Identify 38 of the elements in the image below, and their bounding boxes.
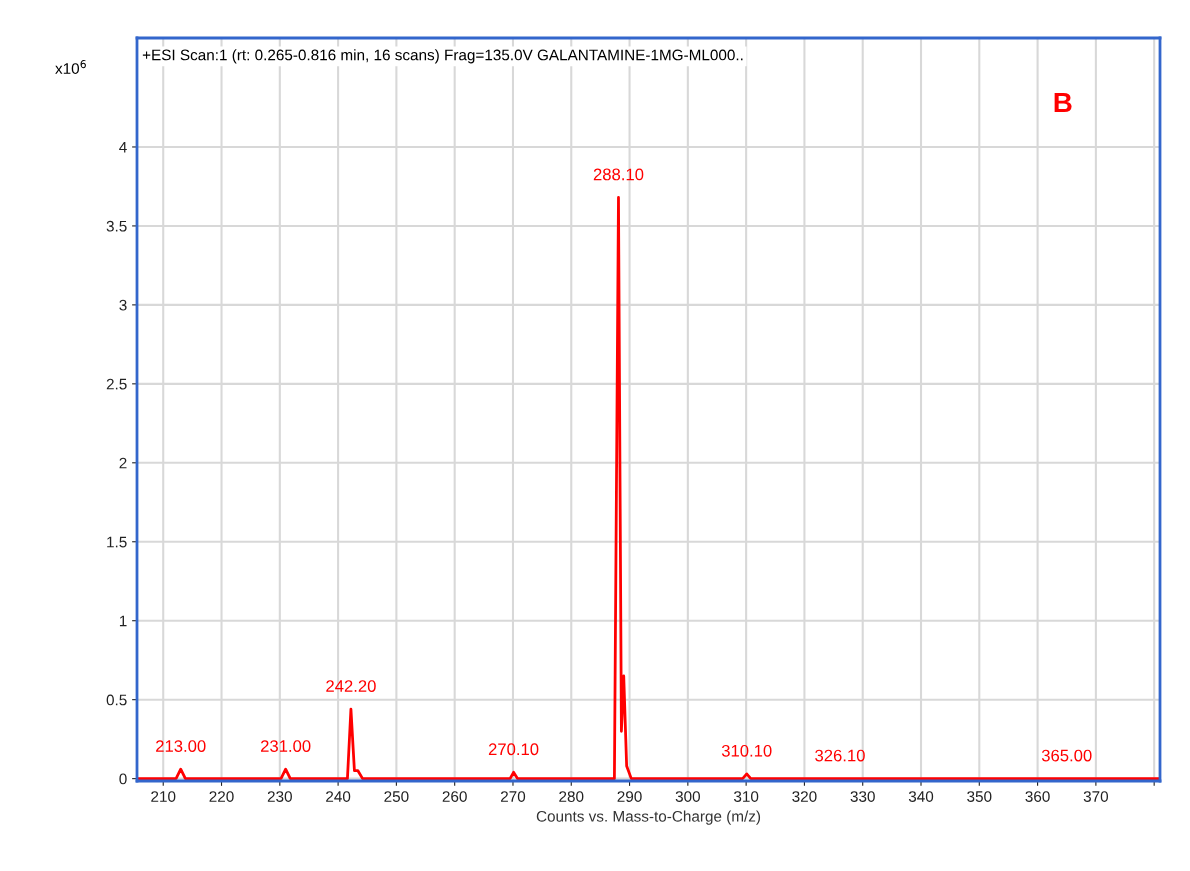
annotation: 242.20 [326, 680, 376, 692]
y-axis-title: x10$^{6}$ [55, 60, 86, 74]
x-tick-label: 300 [675, 791, 700, 802]
x-tick-label: 220 [209, 791, 234, 802]
annotation: 270.10 [488, 743, 539, 756]
annotation: 365.00 [1041, 749, 1092, 762]
annotation: 326.10 [815, 749, 865, 762]
x-tick-label: 310 [733, 791, 759, 802]
x-tick-label: 230 [267, 791, 292, 802]
x-tick-label: 210 [151, 791, 176, 802]
y-tick-label: 1 [119, 615, 127, 627]
x-tick-label: 330 [850, 791, 875, 802]
y-tick-label: 1.5 [107, 536, 127, 548]
x-tick-label: 280 [559, 791, 584, 802]
y-tick-label: 3.5 [106, 220, 127, 232]
x-tick-label: 260 [442, 791, 467, 802]
x-tick-label: 350 [967, 791, 992, 802]
annotation: 310.10 [721, 744, 772, 757]
y-tick-label: 2.5 [106, 378, 127, 390]
x-tick-label: 270 [501, 791, 526, 802]
x-axis-title: Counts vs. Mass-to-Charge (m/z) [536, 810, 761, 825]
annotation: 213.00 [156, 740, 206, 752]
x-tick-label: 290 [617, 791, 642, 802]
y-tick-label: 0 [119, 773, 127, 785]
x-tick-label: 370 [1083, 791, 1109, 802]
text: +ESI Scan:1 (rt: 0.265-0.816 min, 16 scans) Frag=135.0V GALANTAMINE-1MG-ML000.. [142, 49, 743, 64]
y-tick-label: 2 [119, 457, 127, 469]
x-tick-label: 250 [384, 791, 409, 802]
x-tick-label: 360 [1025, 791, 1050, 802]
x-tick-label: 320 [792, 791, 817, 802]
y-tick-label: 0.5 [106, 694, 127, 706]
y-tick-label: 3 [119, 299, 127, 311]
x-tick-label: 340 [908, 791, 934, 802]
x-tick-label: 240 [326, 791, 351, 802]
annotation: B [1054, 92, 1072, 113]
annotation: 288.10 [593, 168, 644, 181]
y-tick-label: 4 [119, 141, 127, 153]
annotation: 231.00 [260, 740, 311, 752]
